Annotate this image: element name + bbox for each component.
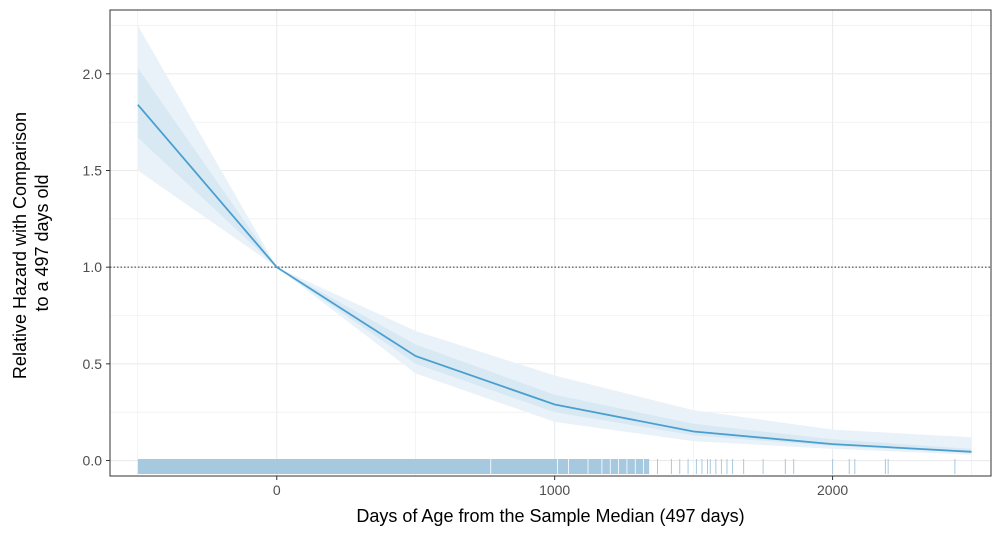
x-tick-label: 0	[273, 482, 281, 498]
grid-layer	[110, 10, 991, 476]
y-axis-title-line-1: Relative Hazard with Comparison	[10, 112, 30, 379]
y-tick-label: 2.0	[83, 66, 103, 82]
y-tick-label: 1.0	[83, 259, 103, 275]
x-axis-title: Days of Age from the Sample Median (497 …	[356, 506, 744, 526]
hazard-series-line	[137, 104, 972, 453]
y-tick-label: 1.5	[83, 162, 103, 178]
x-tick-label: 1000	[539, 482, 570, 498]
y-tick-label: 0.0	[83, 453, 103, 469]
panel-border	[109, 9, 992, 477]
x-tick-label: 2000	[817, 482, 848, 498]
rug-dense-block	[137, 459, 650, 474]
y-tick-label: 0.5	[83, 356, 103, 372]
y-axis-title-line-2: to a 497 days old	[32, 174, 52, 311]
y-axis-title: Relative Hazard with Comparison to a 497…	[10, 107, 52, 379]
tick-layer: 0 1000 2000 0.0 0.5 1.0 1.5 2.0	[83, 66, 849, 498]
rug-layer	[137, 459, 956, 474]
